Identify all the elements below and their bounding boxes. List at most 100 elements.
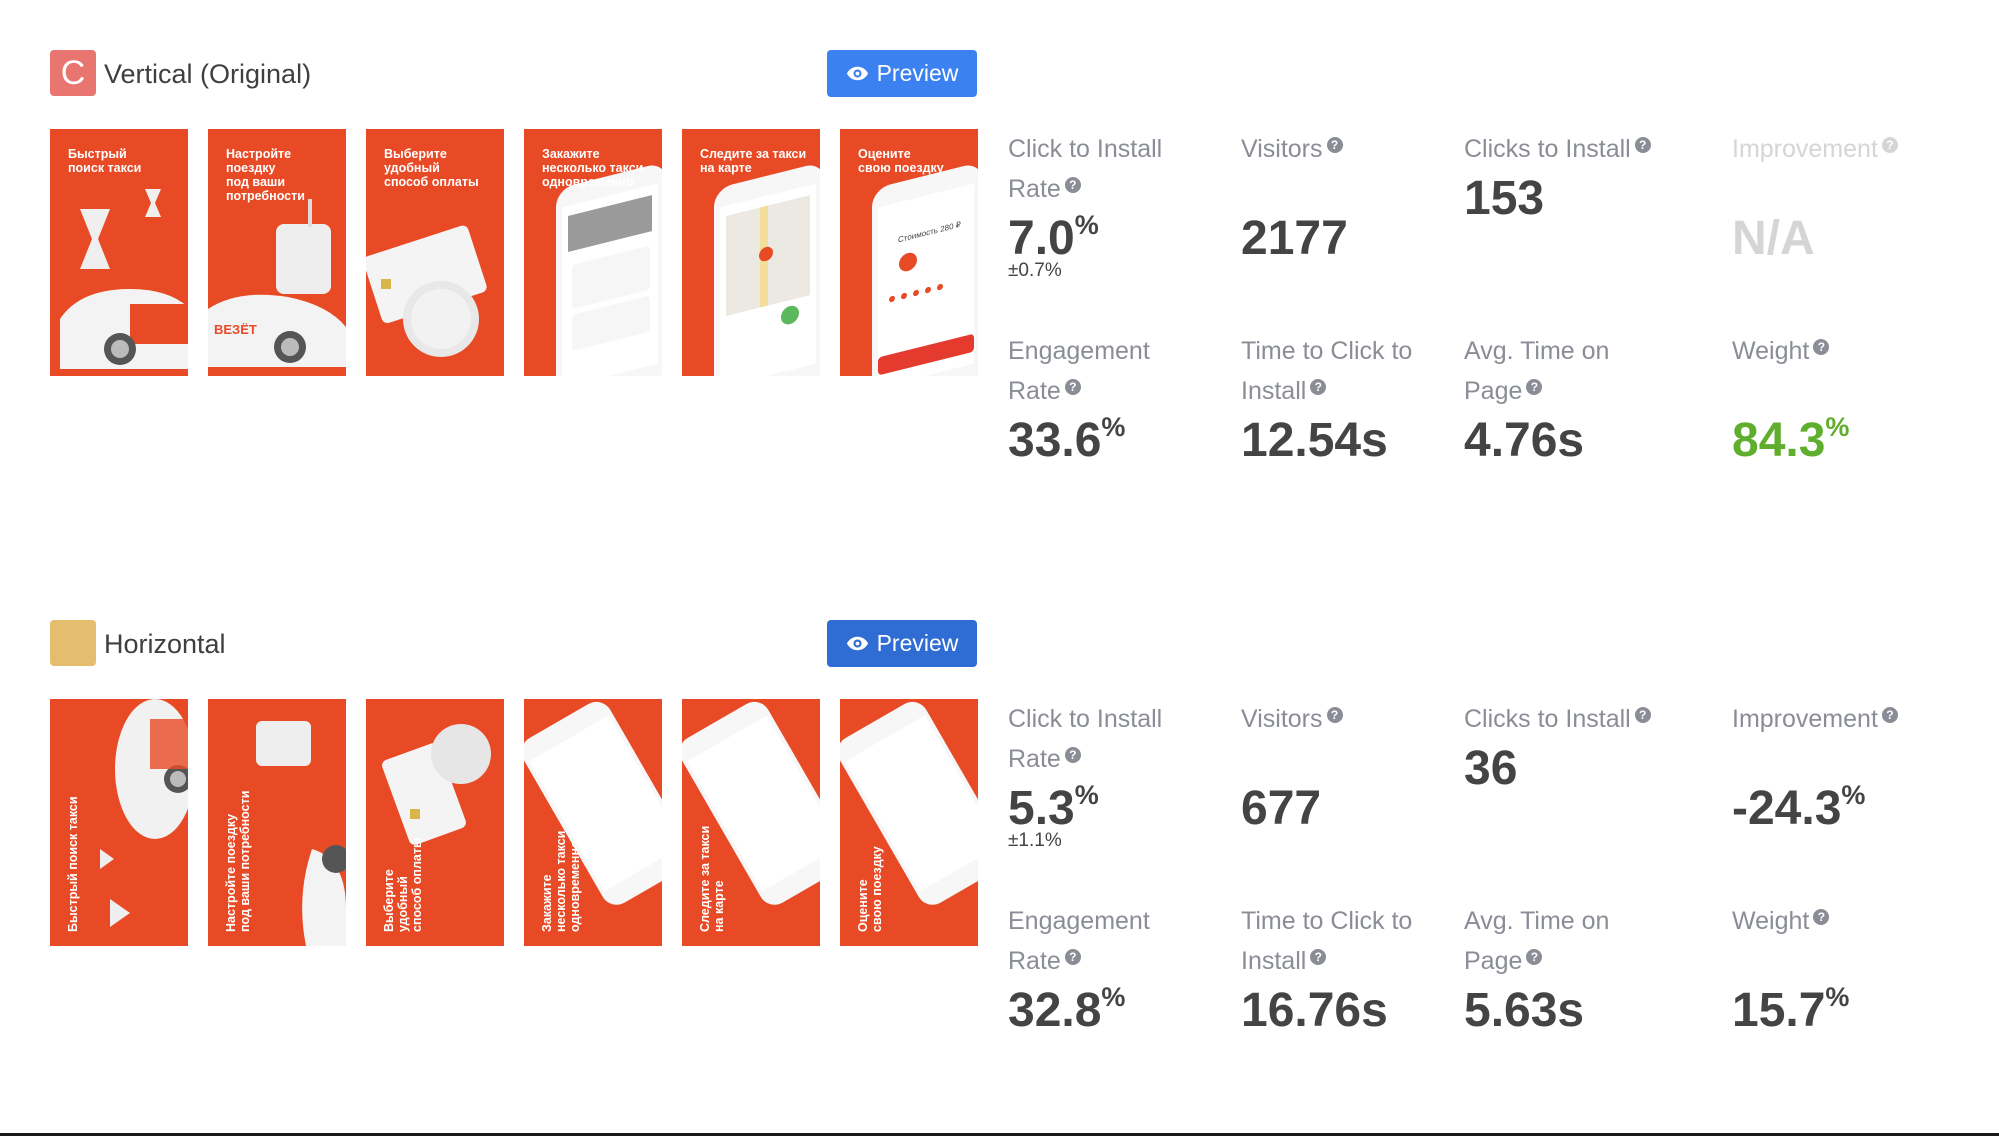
metric-value: 36 <box>1464 742 1518 795</box>
help-icon[interactable]: ? <box>1881 137 1898 153</box>
help-icon[interactable]: ? <box>1326 137 1343 153</box>
preview-button[interactable]: Preview <box>827 50 977 97</box>
metric-time-to-click: Time to Click to Install? 12.54s <box>1241 331 1451 469</box>
metric-unit: % <box>1841 780 1866 810</box>
metric-label: Improvement? <box>1732 129 1942 169</box>
metric-weight: Weight? 84.3% <box>1732 331 1942 469</box>
metric-value: 16.76s <box>1241 984 1388 1037</box>
confidence-interval: ±0.7% <box>1008 260 1062 281</box>
help-icon[interactable]: ? <box>1310 949 1327 965</box>
metric-label: Avg. Time on Page? <box>1464 337 1610 405</box>
metric-clicks-to-install: Clicks to Install? 36 <box>1464 699 1674 797</box>
thumbnail-caption: Быстрый поиск такси <box>68 147 142 175</box>
screenshot-thumbnail[interactable]: Выберите удобный способ оплаты <box>366 699 504 946</box>
screenshot-thumbnail[interactable]: Быстрый поиск такси <box>50 129 188 376</box>
metric-value: 677 <box>1241 782 1322 835</box>
metric-click-to-install-rate: Click to Install Rate? 7.0% ±0.7% <box>1008 129 1218 281</box>
eye-icon <box>846 66 868 81</box>
thumbnail-caption: Закажите несколько такси одновременно <box>540 830 582 932</box>
metric-value: 15.7% <box>1732 982 1850 1038</box>
screenshot-thumbnail[interactable]: Следите за такси на карте <box>682 129 820 376</box>
metric-label: Weight? <box>1732 331 1942 371</box>
metric-label: Visitors? <box>1241 699 1451 739</box>
screenshot-thumbnail[interactable]: Закажите несколько такси одновременно <box>524 129 662 376</box>
help-icon[interactable]: ? <box>1326 707 1343 723</box>
preview-button-label: Preview <box>876 630 959 656</box>
eye-icon <box>846 636 868 651</box>
svg-text:ВЕЗЁТ: ВЕЗЁТ <box>214 322 257 337</box>
variant-header: Horizontal Preview <box>50 620 978 668</box>
preview-button[interactable]: Preview <box>827 620 977 667</box>
metric-label: Engagement Rate? <box>1008 907 1150 975</box>
metric-unit: % <box>1825 412 1850 442</box>
help-icon[interactable]: ? <box>1064 379 1081 395</box>
help-icon[interactable]: ? <box>1310 379 1327 395</box>
metric-label: Avg. Time on Page? <box>1464 907 1610 975</box>
screenshot-thumbnail[interactable]: Закажите несколько такси одновременно <box>524 699 662 946</box>
thumbnail-caption: Следите за такси на карте <box>698 825 726 932</box>
metric-label: Time to Click to Install? <box>1241 337 1413 405</box>
metric-value: 2177 <box>1241 212 1348 265</box>
screenshot-thumbnail[interactable]: Стоимость 280 ₽ Оцените свою поездку <box>840 129 978 376</box>
metric-value: 84.3% <box>1732 412 1850 468</box>
metrics-grid: Click to Install Rate? 5.3% ±1.1% Visito… <box>1008 699 1968 1039</box>
thumbnail-art-phone-map <box>682 701 820 905</box>
metric-clicks-to-install: Clicks to Install? 153 <box>1464 129 1674 227</box>
metric-avg-time-on-page: Avg. Time on Page? 4.76s <box>1464 331 1674 469</box>
screenshot-thumbnail[interactable]: ВЕЗЁТ Настройте поездку под ваши потребн… <box>208 129 346 376</box>
thumbnail-caption: Настройте поездку под ваши потребности <box>226 147 305 203</box>
help-icon[interactable]: ? <box>1813 909 1830 925</box>
help-icon[interactable]: ? <box>1064 177 1081 193</box>
metric-unit: % <box>1825 982 1850 1012</box>
preview-button-label: Preview <box>876 60 959 86</box>
screenshot-thumbnail[interactable]: Следите за такси на карте <box>682 699 820 946</box>
screenshot-thumbnail[interactable]: Выберите удобный способ оплаты <box>366 129 504 376</box>
screenshot-thumbnail[interactable]: Быстрый поиск такси <box>50 699 188 946</box>
metric-improvement: Improvement? -24.3% <box>1732 699 1942 837</box>
thumbnail-art-phone-orders <box>556 165 662 376</box>
metric-value: 153 <box>1464 172 1545 225</box>
thumbnail-caption: Следите за такси на карте <box>700 147 807 175</box>
metric-unit: % <box>1074 780 1099 810</box>
metric-value: N/A <box>1732 212 1815 265</box>
metric-label: Click to Install Rate? <box>1008 135 1163 203</box>
metric-label: Weight? <box>1732 901 1942 941</box>
metric-unit: % <box>1074 210 1099 240</box>
variant-color-badge <box>50 620 96 666</box>
help-icon[interactable]: ? <box>1881 707 1898 723</box>
thumbnail-art-phone-map <box>714 165 820 376</box>
thumbnail-caption: Настройте поездку под ваши потребности <box>224 790 252 932</box>
help-icon[interactable]: ? <box>1064 949 1081 965</box>
metric-avg-time-on-page: Avg. Time on Page? 5.63s <box>1464 901 1674 1039</box>
thumbnail-art-phone-rating <box>840 701 978 905</box>
variant-header: C Vertical (Original) Preview <box>50 50 978 98</box>
metric-label: Engagement Rate? <box>1008 337 1150 405</box>
metric-value: 32.8% <box>1008 982 1126 1038</box>
thumbnail-caption: Быстрый поиск такси <box>66 796 80 932</box>
thumbnail-caption: Оцените свою поездку <box>856 846 884 932</box>
metric-label: Clicks to Install? <box>1464 129 1654 169</box>
help-icon[interactable]: ? <box>1526 379 1543 395</box>
help-icon[interactable]: ? <box>1813 339 1830 355</box>
metric-time-to-click: Time to Click to Install? 16.76s <box>1241 901 1451 1039</box>
help-icon[interactable]: ? <box>1064 747 1081 763</box>
metrics-grid: Click to Install Rate? 7.0% ±0.7% Visito… <box>1008 129 1968 469</box>
thumbnail-caption: Выберите удобный способ оплаты <box>382 837 424 932</box>
help-icon[interactable]: ? <box>1634 137 1651 153</box>
metric-weight: Weight? 15.7% <box>1732 901 1942 1039</box>
metric-label: Improvement? <box>1732 699 1942 739</box>
thumbnail-art-phone-rating: Стоимость 280 ₽ <box>872 165 978 376</box>
help-icon[interactable]: ? <box>1634 707 1651 723</box>
thumbnail-art-suitcase-and-car: ВЕЗЁТ <box>208 199 346 367</box>
metric-label: Click to Install Rate? <box>1008 705 1163 773</box>
metric-label: Clicks to Install? <box>1464 699 1654 739</box>
metric-visitors: Visitors? 677 <box>1241 699 1451 837</box>
confidence-interval: ±1.1% <box>1008 830 1062 851</box>
screenshot-thumbnail[interactable]: Оцените свою поездку <box>840 699 978 946</box>
metric-value: 7.0% <box>1008 210 1099 266</box>
metric-click-to-install-rate: Click to Install Rate? 5.3% ±1.1% <box>1008 699 1218 851</box>
metric-label: Time to Click to Install? <box>1241 907 1413 975</box>
help-icon[interactable]: ? <box>1526 949 1543 965</box>
screenshot-thumbnail[interactable]: Настройте поездку под ваши потребности <box>208 699 346 946</box>
thumbnail-art-card-and-coins <box>382 724 491 845</box>
